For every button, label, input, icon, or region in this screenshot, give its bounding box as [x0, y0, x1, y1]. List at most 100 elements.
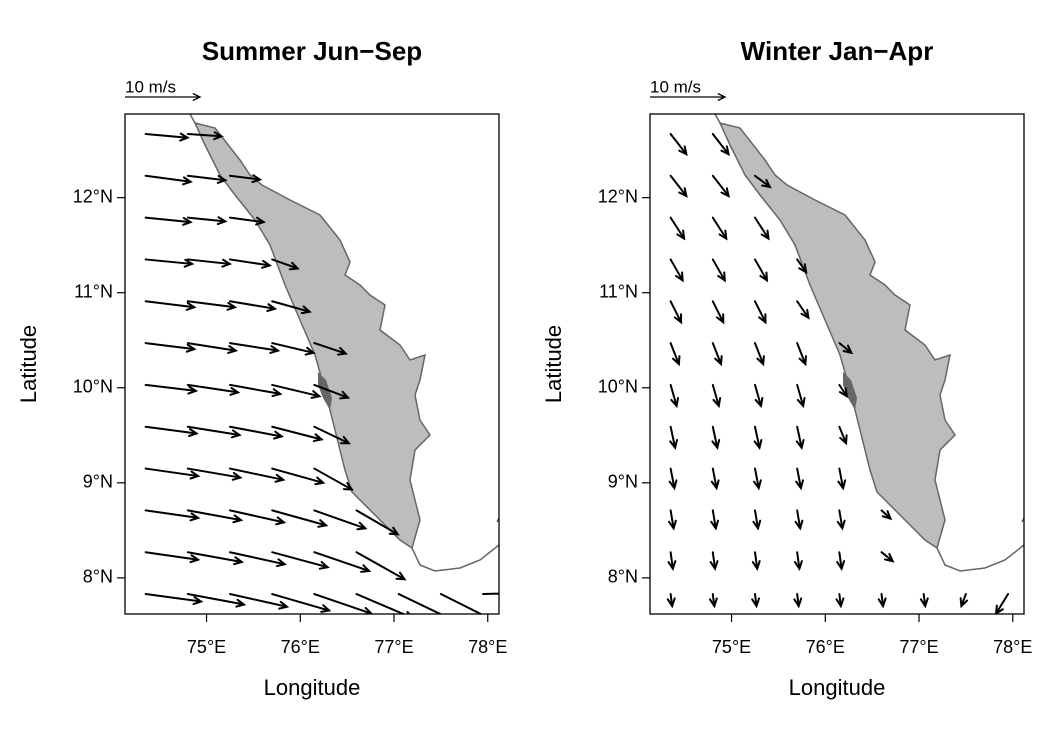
wind-arrow: [313, 425, 351, 445]
wind-arrow: [796, 300, 810, 320]
x-tick-label: 76°E: [281, 637, 320, 657]
wind-arrow: [228, 174, 263, 184]
wind-arrow: [711, 342, 723, 367]
wind-arrow: [144, 258, 195, 268]
wind-arrow: [271, 467, 326, 486]
wind-arrow: [144, 467, 201, 480]
panel-title: Winter Jan−Apr: [741, 36, 934, 66]
wind-arrow: [668, 467, 678, 491]
wind-arrow: [228, 593, 290, 610]
wind-arrow: [144, 383, 199, 395]
wind-arrow: [837, 467, 847, 491]
wind-arrow: [880, 509, 893, 521]
scale-label: 10 m/s: [650, 77, 701, 96]
wind-arrow: [186, 593, 247, 608]
x-tick-label: 75°E: [712, 637, 751, 657]
wind-arrow: [313, 551, 372, 573]
wind-arrow: [667, 551, 677, 571]
wind-arrow: [669, 342, 681, 367]
wind-vectors: [144, 131, 499, 614]
wind-arrow: [271, 258, 300, 271]
wind-arrow: [144, 300, 197, 311]
wind-arrow: [835, 593, 845, 609]
wind-arrow: [228, 551, 287, 568]
wind-arrow: [751, 551, 761, 571]
wind-arrow: [794, 509, 804, 531]
wind-arrow: [710, 509, 720, 531]
y-axis-label: Latitude: [541, 325, 566, 403]
wind-arrow: [795, 425, 805, 450]
wind-arrow: [271, 593, 332, 613]
wind-arrow: [186, 216, 228, 226]
wind-arrow: [186, 342, 239, 354]
y-tick-label: 9°N: [608, 472, 638, 492]
wind-arrow: [228, 383, 283, 398]
wind-arrow: [710, 467, 720, 491]
wind-arrow: [313, 467, 354, 491]
wind-arrow: [228, 258, 273, 269]
wind-arrow: [711, 216, 728, 241]
wind-arrow: [753, 174, 772, 189]
wind-arrow: [753, 425, 763, 450]
wind-arrow: [271, 383, 322, 399]
wind-arrow: [186, 383, 241, 396]
x-tick-label: 76°E: [806, 637, 845, 657]
wind-arrow: [836, 509, 846, 531]
wind-arrow: [838, 383, 849, 399]
wind-arrow: [669, 174, 688, 198]
wind-arrow: [228, 467, 286, 483]
x-tick-label: 77°E: [374, 637, 413, 657]
wind-arrow: [355, 509, 400, 536]
wind-arrow: [355, 551, 407, 581]
wind-arrow: [753, 258, 769, 283]
x-tick-label: 75°E: [187, 637, 226, 657]
wind-arrow: [669, 300, 683, 325]
wind-arrow: [228, 216, 267, 226]
wind-arrow: [669, 132, 688, 157]
wind-arrow: [711, 300, 725, 325]
wind-arrow: [711, 132, 730, 157]
x-axis-label: Longitude: [789, 675, 886, 700]
wind-arrow: [228, 425, 284, 440]
wind-arrow: [144, 425, 199, 437]
wind-arrow: [397, 593, 451, 614]
wind-arrow: [271, 300, 312, 315]
wind-arrow: [271, 509, 329, 528]
wind-arrow: [271, 425, 324, 443]
plot-frame: [649, 113, 1025, 615]
wind-arrow: [711, 174, 730, 198]
y-tick-label: 10°N: [73, 377, 113, 397]
wind-vectors: [666, 132, 1010, 614]
wind-arrow: [668, 509, 677, 531]
wind-arrow: [144, 216, 193, 226]
wind-arrow: [919, 593, 929, 609]
wind-arrow: [186, 551, 245, 566]
wind-arrow: [144, 509, 201, 522]
wind-arrow: [793, 551, 803, 571]
y-tick-label: 12°N: [598, 186, 638, 206]
wind-arrow: [313, 342, 349, 356]
scale-arrow: [125, 92, 202, 102]
wind-arrow: [228, 300, 278, 313]
wind-arrow: [144, 551, 201, 564]
wind-arrow: [880, 551, 895, 563]
scale-arrow: [650, 92, 727, 102]
wind-arrow: [711, 258, 726, 283]
x-tick-label: 78°E: [993, 637, 1032, 657]
wind-arrow: [796, 383, 806, 409]
scale-label: 10 m/s: [125, 77, 176, 96]
wind-arrow: [144, 593, 204, 606]
wind-arrow: [355, 593, 411, 614]
wind-arrow: [753, 216, 770, 241]
panel: Winter Jan−Apr Longitude Latitude 10 m/s 75°…: [541, 36, 1033, 700]
y-tick-label: 9°N: [83, 472, 113, 492]
y-tick-label: 11°N: [599, 281, 638, 301]
wind-arrow: [186, 258, 233, 268]
y-tick-label: 12°N: [73, 186, 113, 206]
wind-arrow: [751, 593, 761, 609]
wind-arrow: [877, 593, 887, 609]
wind-arrow: [186, 425, 242, 439]
wind-arrow: [186, 509, 244, 524]
wind-arrow: [708, 593, 718, 609]
